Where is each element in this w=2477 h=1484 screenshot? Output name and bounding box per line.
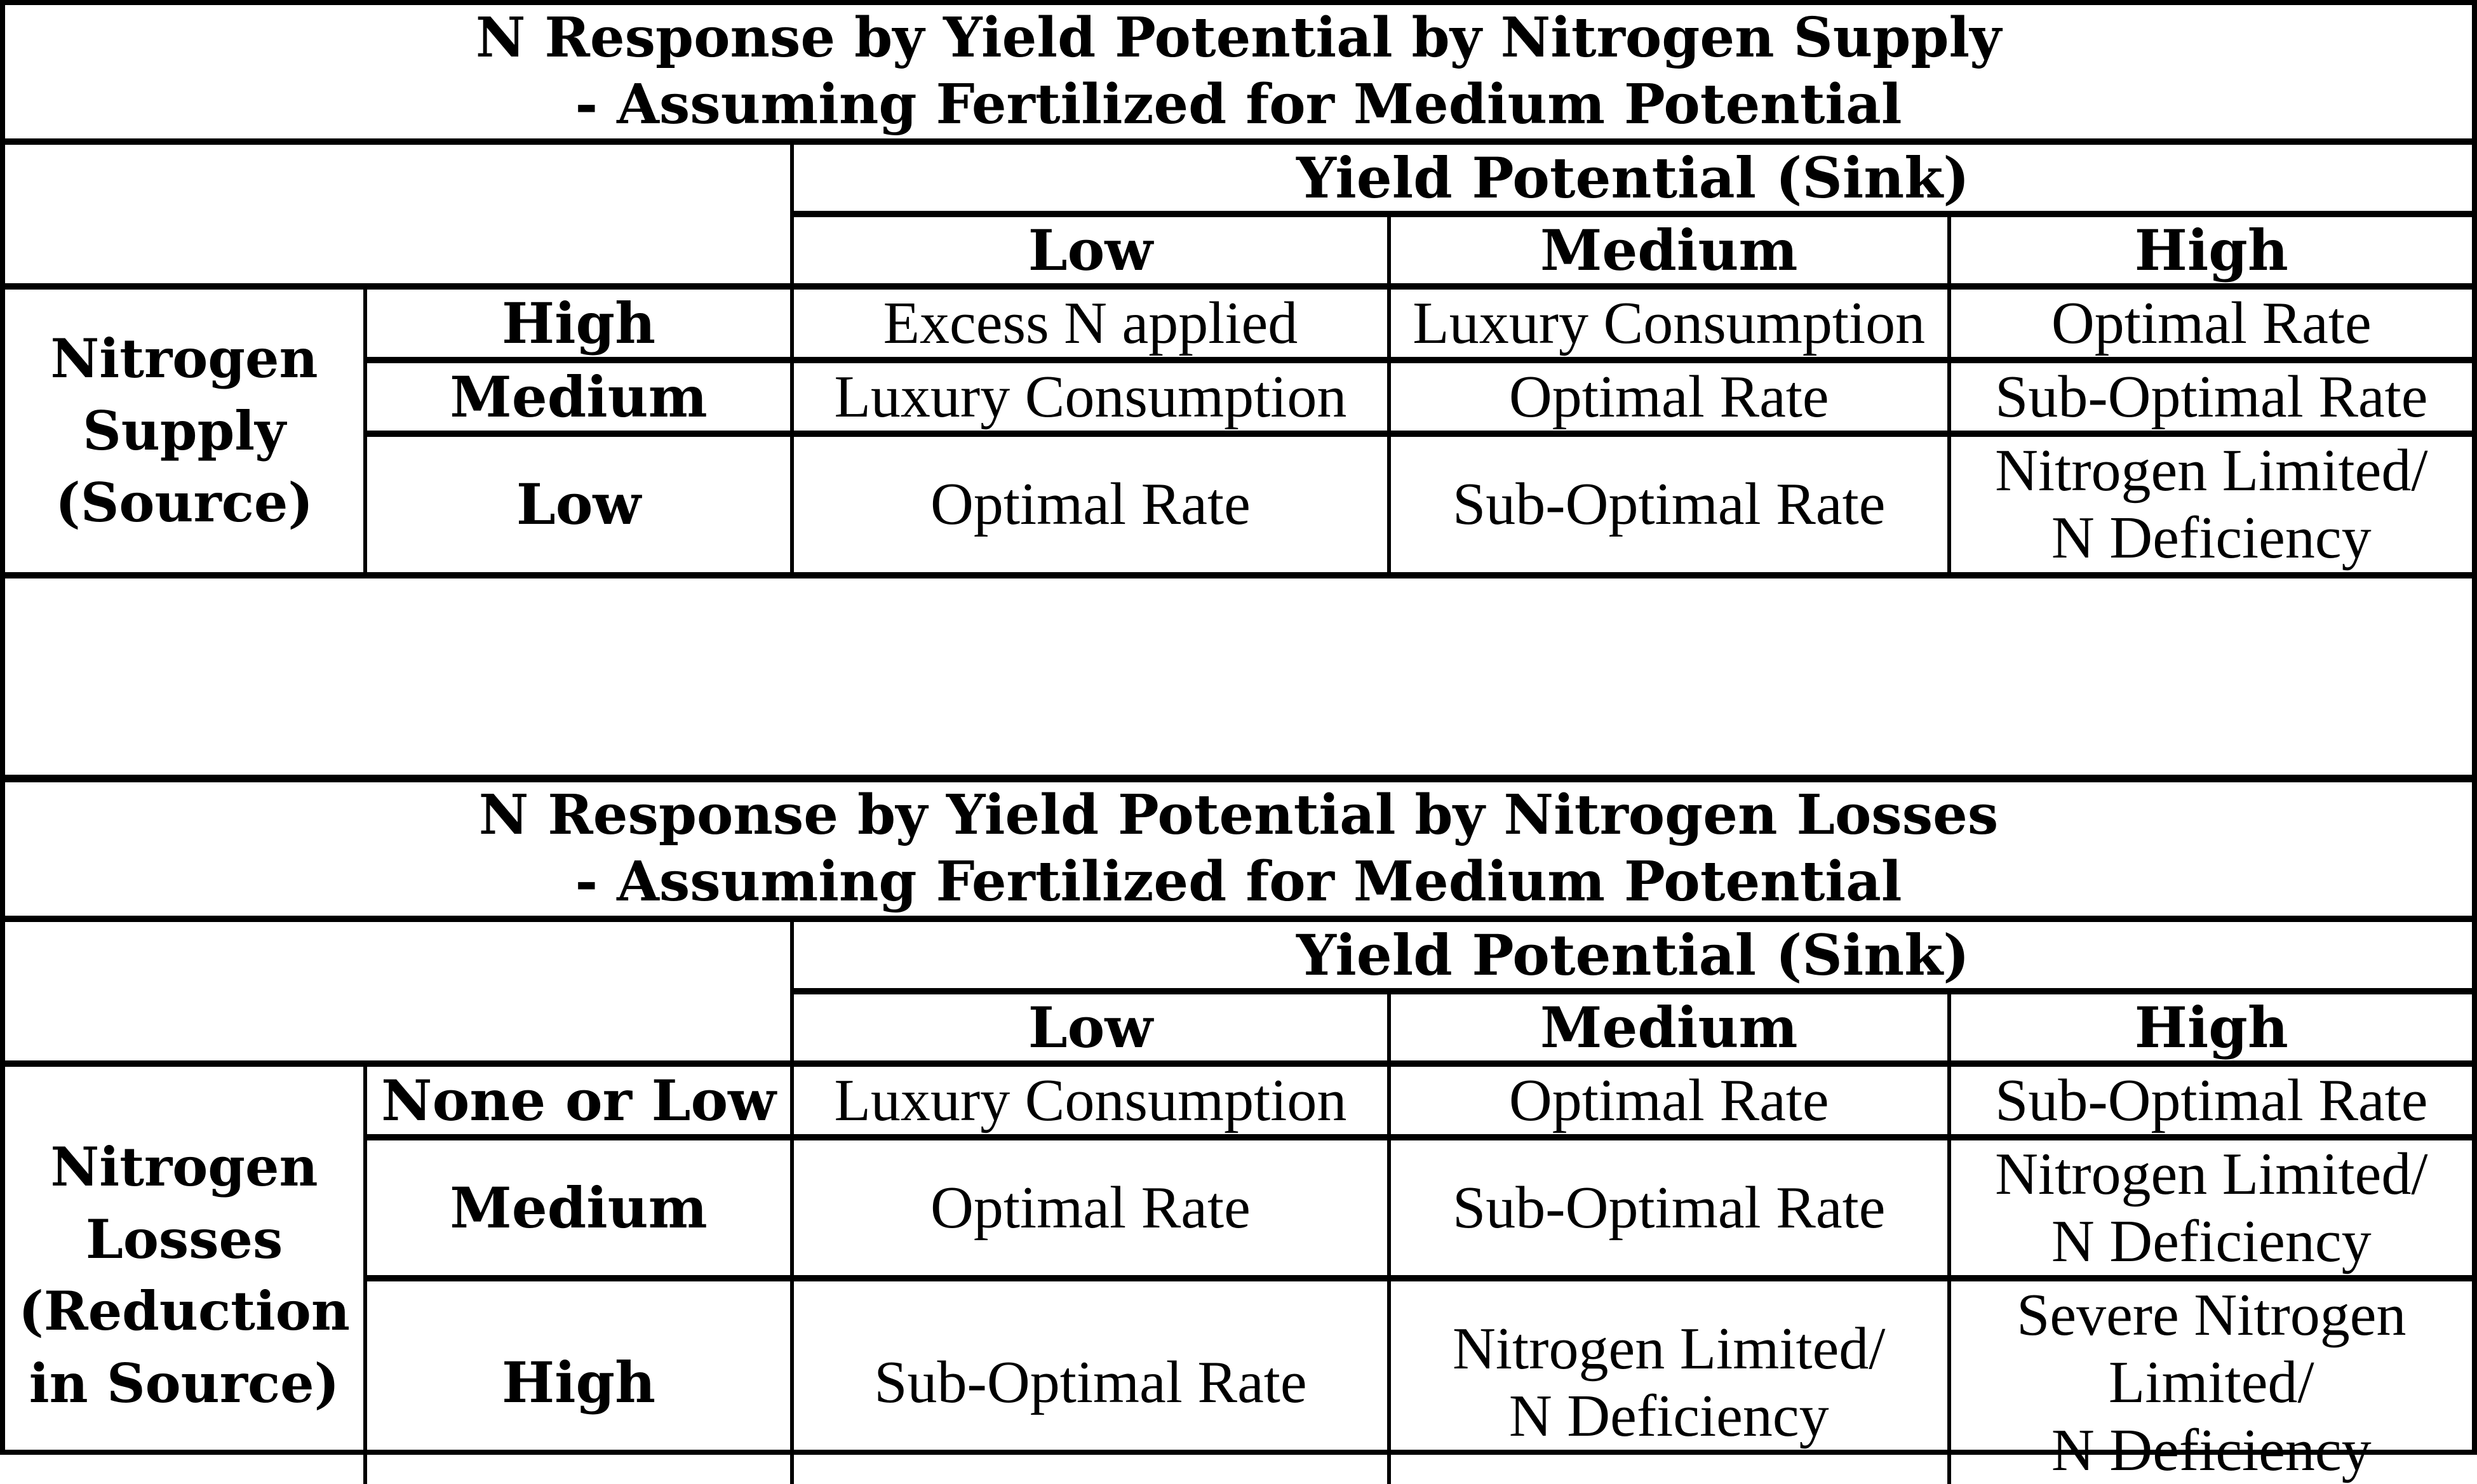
table-2-col-header-high: High (1947, 987, 2472, 1064)
table-1-col-header-high: High (1947, 210, 2472, 286)
data-cell: Sub-Optimal Rate (1386, 431, 1949, 575)
data-cell: Luxury Consumption (789, 1060, 1389, 1137)
data-cell: Excess N applied (789, 283, 1389, 361)
data-cell: Luxury Consumption (789, 357, 1389, 434)
table-1-row-label-low: Low (363, 431, 792, 575)
data-cell: Optimal Rate (1386, 1060, 1949, 1137)
table-2-col-header-low: Low (789, 987, 1389, 1064)
table-2-corner-cell (5, 915, 792, 1064)
table-2-row-label-high: High (363, 1275, 792, 1484)
data-cell: Severe Nitrogen Limited/ N Deficiency (1947, 1275, 2472, 1484)
table-1-col-header-low: Low (789, 210, 1389, 286)
table-nitrogen-supply: N Response by Yield Potential by Nitroge… (5, 5, 2472, 578)
table-1-row-label-high: High (363, 283, 792, 361)
spacer (5, 578, 2472, 775)
data-cell: Optimal Rate (1386, 357, 1949, 434)
data-cell: Sub-Optimal Rate (1947, 1060, 2472, 1137)
table-1-row-label-medium: Medium (363, 357, 792, 434)
table-1-corner-cell (5, 138, 792, 286)
data-cell: Nitrogen Limited/ N Deficiency (1947, 1133, 2472, 1279)
data-cell: Optimal Rate (789, 431, 1389, 575)
data-cell: Sub-Optimal Rate (789, 1275, 1389, 1484)
table-nitrogen-losses: N Response by Yield Potential by Nitroge… (5, 774, 2472, 1484)
table-1-title: N Response by Yield Potential by Nitroge… (475, 6, 2002, 137)
table-2-col-header-medium: Medium (1386, 987, 1949, 1064)
table-2-row-label-none-or-low: None or Low (363, 1060, 792, 1137)
table-1-yield-potential-header: Yield Potential (Sink) (789, 138, 2472, 214)
table-2-row-group-label: Nitrogen Losses (Reduction in Source) (5, 1060, 366, 1484)
table-1-row-group-label: Nitrogen Supply (Source) (5, 283, 366, 575)
data-cell: Sub-Optimal Rate (1947, 357, 2472, 434)
data-cell: Optimal Rate (789, 1133, 1389, 1279)
table-1-col-header-medium: Medium (1386, 210, 1949, 286)
data-cell: Sub-Optimal Rate (1386, 1133, 1949, 1279)
table-2-row-label-medium: Medium (363, 1133, 792, 1279)
data-cell: Nitrogen Limited/ N Deficiency (1947, 431, 2472, 575)
table-2-yield-potential-header: Yield Potential (Sink) (789, 915, 2472, 991)
table-2-title: N Response by Yield Potential by Nitroge… (478, 782, 1999, 914)
data-cell: Optimal Rate (1947, 283, 2472, 361)
data-cell: Luxury Consumption (1386, 283, 1949, 361)
data-cell: Nitrogen Limited/ N Deficiency (1386, 1275, 1949, 1484)
